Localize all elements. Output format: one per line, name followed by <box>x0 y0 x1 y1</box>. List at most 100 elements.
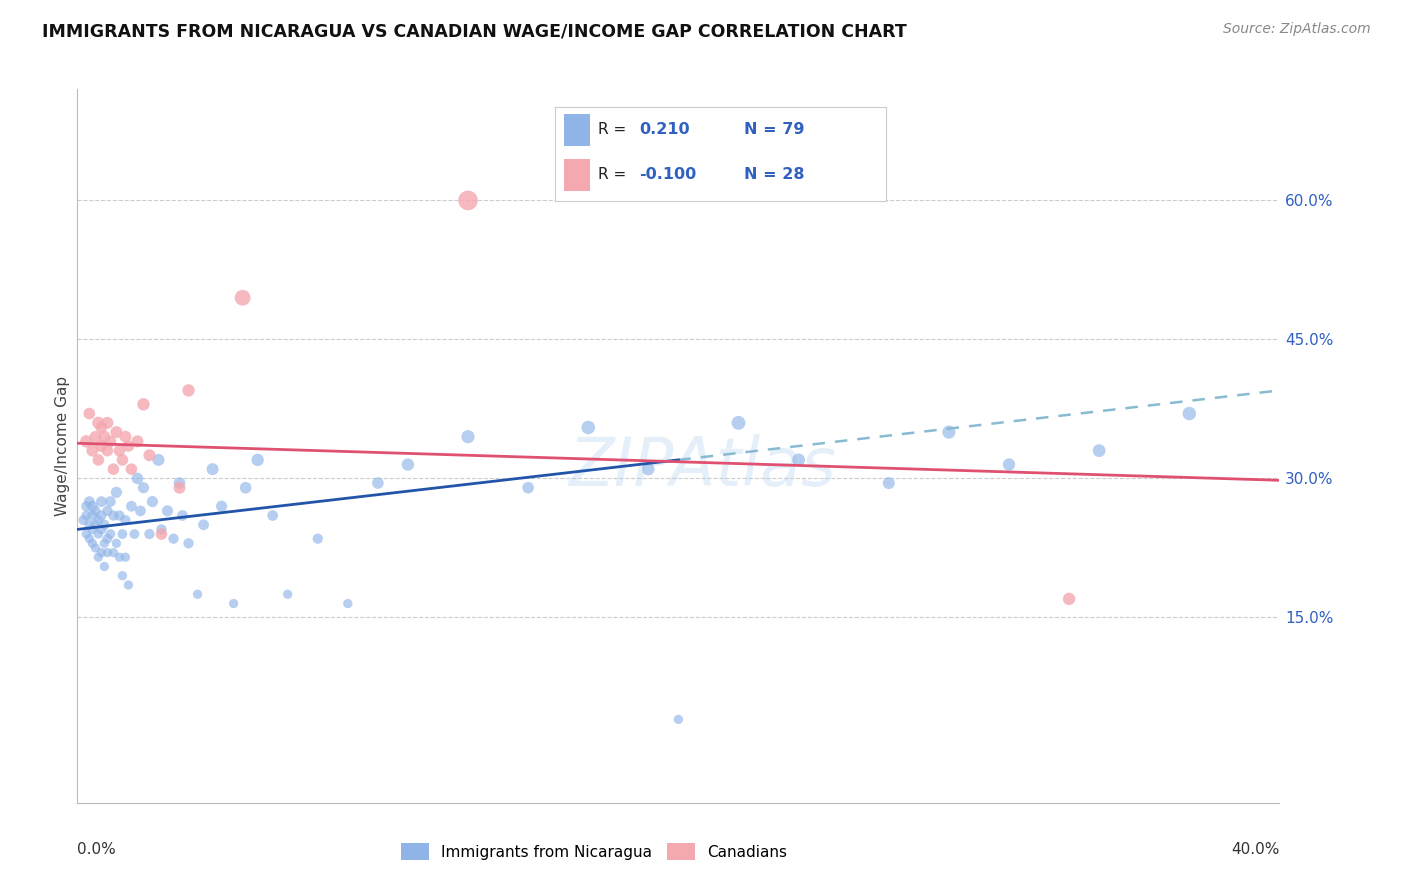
Point <box>111 527 134 541</box>
Point <box>111 568 134 582</box>
Point <box>162 532 184 546</box>
Point <box>100 434 122 449</box>
Point <box>637 462 659 476</box>
Point <box>169 476 191 491</box>
Point <box>117 578 139 592</box>
Point <box>111 453 134 467</box>
Point <box>211 500 233 514</box>
Point <box>75 434 97 449</box>
Point <box>120 500 142 514</box>
Point <box>138 448 160 462</box>
Text: -0.100: -0.100 <box>640 168 697 183</box>
Point <box>79 517 101 532</box>
Point <box>877 476 900 491</box>
Point <box>84 517 107 532</box>
Point <box>235 481 257 495</box>
Point <box>100 494 122 508</box>
Point <box>82 443 104 458</box>
Point <box>87 527 110 541</box>
Point <box>103 545 125 559</box>
Point <box>127 471 149 485</box>
Point <box>87 453 110 467</box>
Point <box>93 559 115 574</box>
Point <box>517 481 540 495</box>
Text: 40.0%: 40.0% <box>1232 842 1279 857</box>
Point <box>87 550 110 565</box>
Point <box>79 407 101 421</box>
Point <box>246 453 269 467</box>
Point <box>105 536 128 550</box>
Point <box>75 508 97 523</box>
Point <box>93 517 115 532</box>
Point <box>336 597 359 611</box>
Point <box>90 494 112 508</box>
Point <box>108 443 131 458</box>
Point <box>84 504 107 518</box>
Point <box>75 500 97 514</box>
Point <box>1057 591 1080 606</box>
Point <box>87 416 110 430</box>
Point <box>93 536 115 550</box>
Point <box>79 494 101 508</box>
Point <box>138 527 160 541</box>
Point <box>75 527 97 541</box>
Text: N = 79: N = 79 <box>744 122 804 137</box>
Legend: Immigrants from Nicaragua, Canadians: Immigrants from Nicaragua, Canadians <box>395 837 793 866</box>
Text: R =: R = <box>599 168 631 183</box>
Text: 0.0%: 0.0% <box>77 842 117 857</box>
Point <box>90 420 112 434</box>
Point <box>96 504 118 518</box>
Point <box>90 508 112 523</box>
Point <box>148 453 170 467</box>
Point <box>82 536 104 550</box>
Point <box>186 587 209 601</box>
Point <box>114 430 136 444</box>
Point <box>150 527 173 541</box>
Point <box>93 430 115 444</box>
Point <box>277 587 299 601</box>
Point <box>84 430 107 444</box>
Point <box>156 504 179 518</box>
Point <box>132 397 155 411</box>
Point <box>307 532 329 546</box>
Text: Source: ZipAtlas.com: Source: ZipAtlas.com <box>1223 22 1371 37</box>
Point <box>177 536 200 550</box>
Point <box>90 545 112 559</box>
Point <box>108 508 131 523</box>
Point <box>150 523 173 537</box>
Point <box>232 291 254 305</box>
Bar <box>564 113 591 146</box>
Point <box>72 513 94 527</box>
Point <box>193 517 215 532</box>
Text: N = 28: N = 28 <box>744 168 804 183</box>
Point <box>105 425 128 439</box>
Point <box>367 476 389 491</box>
Point <box>117 439 139 453</box>
Point <box>787 453 810 467</box>
Point <box>90 523 112 537</box>
Point <box>108 550 131 565</box>
Point <box>177 384 200 398</box>
Point <box>114 513 136 527</box>
Point <box>84 541 107 555</box>
Point <box>396 458 419 472</box>
Point <box>82 523 104 537</box>
Point <box>114 550 136 565</box>
Point <box>172 508 194 523</box>
Point <box>668 712 690 726</box>
Point <box>132 481 155 495</box>
Point <box>127 434 149 449</box>
Y-axis label: Wage/Income Gap: Wage/Income Gap <box>55 376 70 516</box>
Point <box>938 425 960 439</box>
Point <box>82 500 104 514</box>
Point <box>90 439 112 453</box>
Point <box>201 462 224 476</box>
Point <box>96 532 118 546</box>
Point <box>96 443 118 458</box>
Point <box>262 508 284 523</box>
Point <box>96 545 118 559</box>
Point <box>82 508 104 523</box>
Point <box>96 416 118 430</box>
Point <box>141 494 163 508</box>
Point <box>120 462 142 476</box>
